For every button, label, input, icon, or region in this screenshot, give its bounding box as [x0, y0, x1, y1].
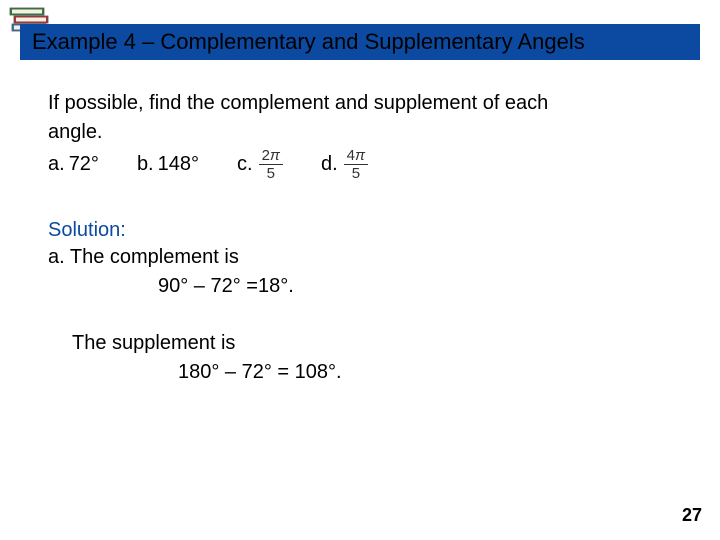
title-bar: Example 4 – Complementary and Supplement…	[20, 24, 700, 60]
option-a-value: 72°	[69, 151, 99, 178]
option-d: d. 4π 5	[321, 148, 368, 181]
supplement-expression: 180° – 72° = 108°.	[178, 359, 680, 386]
page-number: 27	[682, 505, 702, 526]
prompt-line-1: If possible, find the complement and sup…	[48, 90, 680, 117]
title-text: Example 4 – Complementary and Supplement…	[32, 29, 585, 55]
supplement-intro: The supplement is	[72, 330, 680, 357]
option-c-num: 2π	[259, 148, 283, 165]
options-row: a. 72° b. 148° c. 2π 5 d. 4π 5	[48, 148, 680, 181]
option-d-fraction: 4π 5	[344, 148, 368, 181]
prompt-line-2: angle.	[48, 119, 680, 146]
option-c-den: 5	[267, 165, 275, 181]
supplement-block: The supplement is 180° – 72° = 108°.	[72, 330, 680, 386]
part-a-expression: 90° – 72° =18°.	[158, 273, 680, 300]
part-a-intro: a. The complement is	[48, 244, 680, 271]
option-d-num: 4π	[344, 148, 368, 165]
option-c-fraction: 2π 5	[259, 148, 283, 181]
option-d-label: d.	[321, 151, 338, 178]
option-b: b. 148°	[137, 151, 199, 178]
option-d-den: 5	[352, 165, 360, 181]
option-a-label: a.	[48, 151, 65, 178]
option-c-label: c.	[237, 151, 253, 178]
solution-label: Solution:	[48, 217, 680, 244]
option-c: c. 2π 5	[237, 148, 283, 181]
option-b-label: b.	[137, 151, 154, 178]
option-a: a. 72°	[48, 151, 99, 178]
slide-content: If possible, find the complement and sup…	[48, 90, 680, 386]
option-b-value: 148°	[158, 151, 199, 178]
solution-block: Solution: a. The complement is 90° – 72°…	[48, 217, 680, 300]
